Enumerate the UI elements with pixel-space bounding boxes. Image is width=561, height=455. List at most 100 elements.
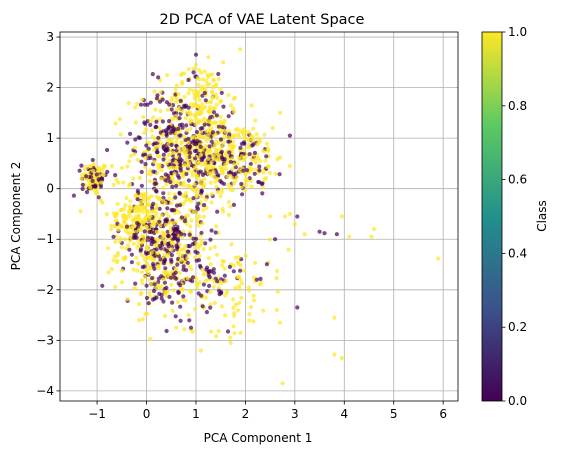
scatter-point-class-0	[99, 176, 104, 181]
scatter-point-class-0	[207, 275, 212, 280]
scatter-point-class-1	[369, 234, 374, 239]
scatter-point-class-1	[198, 111, 203, 117]
scatter-point-class-1	[146, 195, 151, 201]
scatter-point-class-0	[239, 141, 244, 146]
scatter-point-class-1	[176, 107, 181, 112]
scatter-point-class-0	[139, 169, 144, 175]
scatter-point-class-1	[191, 209, 196, 215]
scatter-point-class-1	[118, 208, 123, 213]
scatter-point-class-1	[202, 182, 207, 187]
scatter-point-class-1	[119, 165, 125, 170]
scatter-point-class-1	[161, 185, 166, 191]
scatter-point-class-0	[218, 137, 224, 142]
scatter-point-class-1	[114, 213, 119, 218]
scatter-point-class-0	[226, 139, 231, 144]
scatter-point-class-0	[153, 188, 159, 193]
colorbar-tick-label: 0.8	[508, 99, 527, 113]
scatter-point-class-0	[196, 201, 201, 206]
scatter-point-class-1	[168, 225, 173, 231]
scatter-point-class-0	[174, 183, 179, 189]
scatter-point-class-0	[168, 275, 174, 280]
scatter-point-class-1	[371, 227, 377, 232]
scatter-point-class-1	[177, 210, 182, 215]
scatter-point-class-1	[223, 313, 228, 318]
scatter-point-class-1	[188, 184, 193, 189]
scatter-point-class-1	[220, 259, 225, 264]
scatter-point-class-1	[223, 129, 228, 134]
scatter-point-class-1	[140, 233, 145, 238]
scatter-point-class-1	[138, 199, 144, 204]
y-tick-label: 2	[46, 81, 54, 95]
scatter-point-class-0	[214, 113, 219, 118]
scatter-point-class-0	[71, 193, 76, 198]
scatter-point-class-1	[188, 289, 193, 294]
scatter-point-class-0	[238, 145, 243, 150]
scatter-point-class-1	[253, 260, 258, 265]
scatter-point-class-0	[277, 172, 282, 177]
scatter-point-class-1	[138, 203, 143, 208]
scatter-point-class-0	[181, 294, 186, 299]
scatter-point-class-1	[132, 152, 137, 157]
scatter-point-class-1	[170, 165, 175, 170]
scatter-point-class-1	[149, 282, 154, 287]
scatter-point-class-0	[105, 147, 110, 153]
scatter-point-class-0	[96, 195, 101, 200]
scatter-point-class-1	[198, 152, 204, 157]
scatter-point-class-0	[256, 179, 261, 185]
scatter-point-class-1	[216, 156, 221, 161]
scatter-point-class-1	[219, 190, 224, 195]
scatter-point-class-1	[156, 154, 161, 159]
scatter-point-class-1	[125, 297, 130, 302]
scatter-point-class-0	[161, 152, 166, 157]
scatter-point-class-1	[237, 157, 242, 162]
scatter-point-class-0	[240, 192, 245, 197]
scatter-point-class-1	[136, 243, 141, 248]
scatter-point-class-0	[79, 163, 84, 168]
scatter-point-class-1	[195, 90, 200, 95]
scatter-point-class-1	[228, 103, 233, 108]
scatter-point-class-1	[215, 190, 220, 195]
scatter-point-class-1	[228, 340, 233, 345]
scatter-point-class-1	[183, 298, 188, 303]
scatter-point-class-1	[256, 156, 261, 161]
scatter-point-class-1	[244, 136, 249, 142]
scatter-point-class-1	[140, 317, 146, 322]
scatter-point-class-1	[185, 276, 190, 281]
scatter-point-class-1	[246, 130, 251, 135]
scatter-point-class-0	[202, 90, 207, 96]
scatter-point-class-1	[207, 105, 212, 110]
scatter-point-class-0	[128, 131, 133, 136]
scatter-point-class-1	[91, 168, 96, 173]
scatter-point-class-0	[173, 232, 178, 237]
scatter-point-class-1	[193, 245, 198, 250]
scatter-point-class-1	[146, 263, 151, 268]
scatter-point-class-1	[251, 298, 256, 303]
scatter-point-class-0	[219, 155, 224, 160]
scatter-point-class-1	[151, 115, 156, 120]
scatter-point-class-1	[152, 159, 157, 164]
scatter-point-class-1	[174, 83, 179, 88]
scatter-point-class-0	[173, 226, 178, 231]
scatter-point-class-1	[273, 171, 278, 176]
scatter-point-class-0	[89, 175, 94, 180]
scatter-point-class-1	[187, 112, 192, 117]
scatter-point-class-1	[249, 133, 254, 139]
scatter-point-class-1	[208, 100, 213, 105]
scatter-point-class-0	[208, 115, 213, 120]
scatter-point-class-1	[232, 133, 237, 138]
scatter-point-class-1	[205, 166, 210, 172]
plot-area-frame	[59, 31, 459, 402]
scatter-point-class-0	[194, 148, 199, 153]
scatter-point-class-0	[94, 172, 99, 177]
scatter-point-class-1	[146, 271, 151, 276]
scatter-point-class-1	[209, 329, 214, 334]
scatter-point-class-0	[226, 114, 231, 119]
scatter-point-class-1	[167, 271, 172, 276]
scatter-point-class-1	[287, 163, 292, 169]
scatter-point-class-1	[194, 174, 199, 179]
scatter-point-class-0	[142, 229, 147, 234]
scatter-point-class-0	[169, 259, 174, 264]
scatter-point-class-0	[178, 318, 183, 323]
x-axis-label: PCA Component 1	[204, 431, 313, 445]
scatter-point-class-0	[183, 104, 188, 109]
